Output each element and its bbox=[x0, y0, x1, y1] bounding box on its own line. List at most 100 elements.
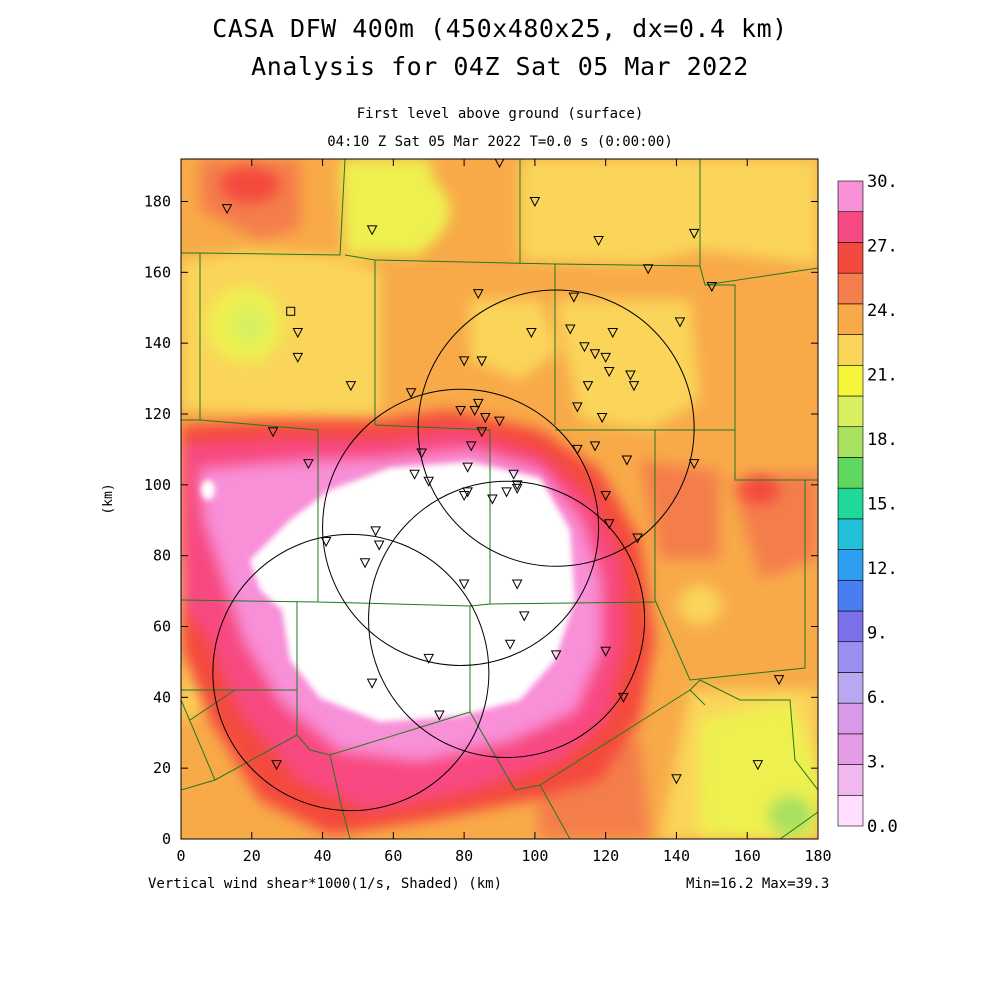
station-triangle bbox=[370, 526, 381, 537]
station-triangle bbox=[458, 356, 470, 367]
shear-field bbox=[181, 159, 818, 839]
station-triangle bbox=[416, 448, 427, 459]
station-triangle bbox=[476, 356, 488, 367]
colorbar bbox=[837, 180, 864, 827]
colorbar-swatch bbox=[837, 702, 864, 735]
colorbar-label: 18. bbox=[867, 430, 898, 450]
x-tick-label: 0 bbox=[176, 847, 185, 865]
time-label: 04:10 Z Sat 05 Mar 2022 T=0.0 s (0:00:00… bbox=[327, 134, 673, 150]
station-triangle bbox=[462, 462, 473, 473]
station-triangle bbox=[303, 459, 314, 470]
colorbar-swatch bbox=[837, 211, 864, 243]
colorbar-swatch bbox=[837, 334, 864, 366]
colorbar-swatch bbox=[837, 764, 864, 796]
x-tick-label: 160 bbox=[734, 847, 761, 865]
station-triangle bbox=[526, 328, 537, 339]
station-triangle bbox=[501, 487, 512, 498]
x-tick-label: 40 bbox=[314, 847, 332, 865]
station-triangle bbox=[373, 540, 385, 551]
station-triangle bbox=[688, 459, 700, 470]
station-triangle bbox=[508, 469, 519, 480]
colorbar-label: 12. bbox=[867, 559, 898, 579]
colorbar-swatch bbox=[837, 794, 864, 827]
colorbar-label: 24. bbox=[867, 301, 898, 321]
colorbar-swatch bbox=[837, 641, 864, 673]
station-triangle bbox=[465, 441, 477, 452]
station-triangle bbox=[292, 352, 304, 363]
station-triangle bbox=[593, 235, 604, 247]
colorbar-label: 6. bbox=[867, 688, 887, 708]
x-tick-label: 20 bbox=[243, 847, 261, 865]
station-triangle bbox=[625, 370, 636, 381]
station-triangle bbox=[511, 483, 523, 494]
station-triangle bbox=[603, 519, 615, 530]
colorbar-label: 21. bbox=[867, 366, 898, 386]
station-triangle bbox=[359, 558, 371, 569]
station-triangle bbox=[469, 405, 481, 417]
y-tick-label: 20 bbox=[153, 759, 171, 777]
station-triangle bbox=[600, 490, 611, 502]
station-triangle bbox=[529, 197, 541, 208]
station-square bbox=[286, 306, 296, 316]
colorbar-swatch bbox=[837, 610, 864, 643]
station-triangle bbox=[511, 579, 523, 590]
station-triangle bbox=[511, 480, 523, 491]
station-triangle bbox=[487, 494, 498, 505]
station-triangle bbox=[434, 710, 445, 721]
axis-tick-labels: 0 20 40 60 80 100 120 140 160 180 0 20 40 60 80 100 120 1… bbox=[144, 193, 832, 866]
colorbar-swatch bbox=[837, 364, 864, 397]
x-tick-label: 180 bbox=[804, 847, 831, 865]
station-triangle bbox=[621, 455, 633, 466]
station-triangle bbox=[589, 349, 601, 360]
radar-ring-1 bbox=[417, 289, 695, 567]
level-label: First level above ground (surface) bbox=[356, 106, 644, 122]
station-triangle bbox=[589, 441, 601, 452]
axis-ticks bbox=[180, 159, 819, 840]
y-tick-label: 40 bbox=[153, 688, 171, 706]
station-markers bbox=[221, 159, 785, 785]
colorbar-label: 30. bbox=[867, 172, 898, 192]
radar-range-rings bbox=[212, 289, 695, 812]
station-triangle bbox=[221, 204, 233, 215]
station-triangle bbox=[600, 646, 611, 657]
chart-title: CASA DFW 400m (450x480x25, dx=0.4 km) bbox=[212, 14, 788, 43]
colorbar-label: 15. bbox=[867, 495, 898, 515]
y-tick-label: 180 bbox=[144, 193, 171, 211]
y-tick-label: 60 bbox=[153, 618, 171, 636]
station-triangle bbox=[462, 487, 473, 498]
station-triangle bbox=[366, 225, 378, 236]
colorbar-swatch bbox=[837, 487, 864, 520]
station-triangle bbox=[494, 159, 505, 169]
station-triangle bbox=[267, 427, 279, 438]
x-tick-label: 80 bbox=[455, 847, 473, 865]
station-triangle bbox=[688, 228, 700, 239]
station-triangle bbox=[752, 760, 764, 771]
colorbar-swatch bbox=[837, 733, 864, 765]
colorbar-label: 9. bbox=[867, 624, 887, 644]
station-triangle bbox=[579, 342, 590, 353]
y-tick-label: 140 bbox=[144, 334, 171, 352]
colorbar-swatch bbox=[837, 303, 864, 335]
colorbar-swatch bbox=[837, 518, 864, 550]
station-triangle bbox=[458, 490, 470, 502]
station-triangle bbox=[632, 533, 643, 544]
radar-ring-4 bbox=[212, 533, 490, 812]
colorbar-swatch bbox=[837, 180, 864, 213]
colorbar-swatch bbox=[837, 549, 864, 581]
min-max-label: Min=16.2 Max=39.3 bbox=[686, 876, 830, 892]
station-triangle bbox=[628, 381, 640, 392]
station-triangle bbox=[494, 416, 505, 427]
station-triangle bbox=[320, 537, 332, 548]
station-triangle bbox=[518, 611, 530, 622]
station-triangle bbox=[572, 444, 583, 455]
station-triangle bbox=[423, 653, 435, 664]
station-triangle bbox=[504, 639, 516, 650]
radar-ring-3 bbox=[368, 480, 646, 759]
station-triangle bbox=[292, 328, 304, 339]
colorbar-label: 0.0 bbox=[867, 817, 898, 837]
station-triangle bbox=[773, 675, 785, 686]
x-tick-label: 120 bbox=[592, 847, 619, 865]
radar-ring-2 bbox=[322, 388, 600, 666]
colorbar-swatch bbox=[837, 395, 864, 428]
plot-frame bbox=[180, 158, 819, 840]
